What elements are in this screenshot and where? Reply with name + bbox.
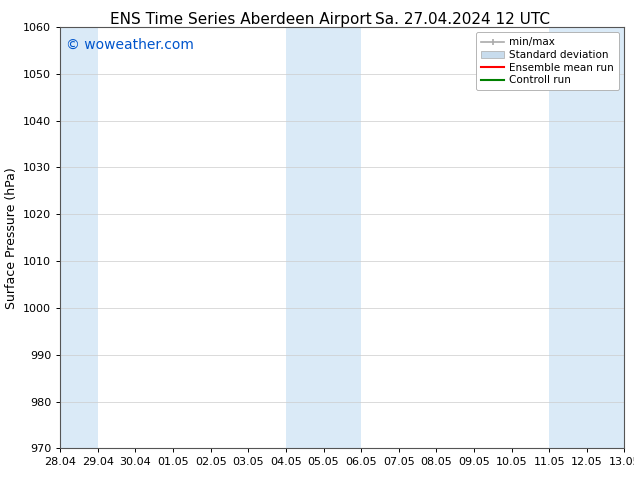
Y-axis label: Surface Pressure (hPa): Surface Pressure (hPa) bbox=[4, 167, 18, 309]
Text: © woweather.com: © woweather.com bbox=[66, 38, 194, 51]
Bar bbox=[549, 27, 634, 448]
Legend: min/max, Standard deviation, Ensemble mean run, Controll run: min/max, Standard deviation, Ensemble me… bbox=[476, 32, 619, 90]
Bar bbox=[286, 27, 361, 448]
Bar bbox=[60, 27, 98, 448]
Text: Sa. 27.04.2024 12 UTC: Sa. 27.04.2024 12 UTC bbox=[375, 12, 550, 27]
Text: ENS Time Series Aberdeen Airport: ENS Time Series Aberdeen Airport bbox=[110, 12, 372, 27]
